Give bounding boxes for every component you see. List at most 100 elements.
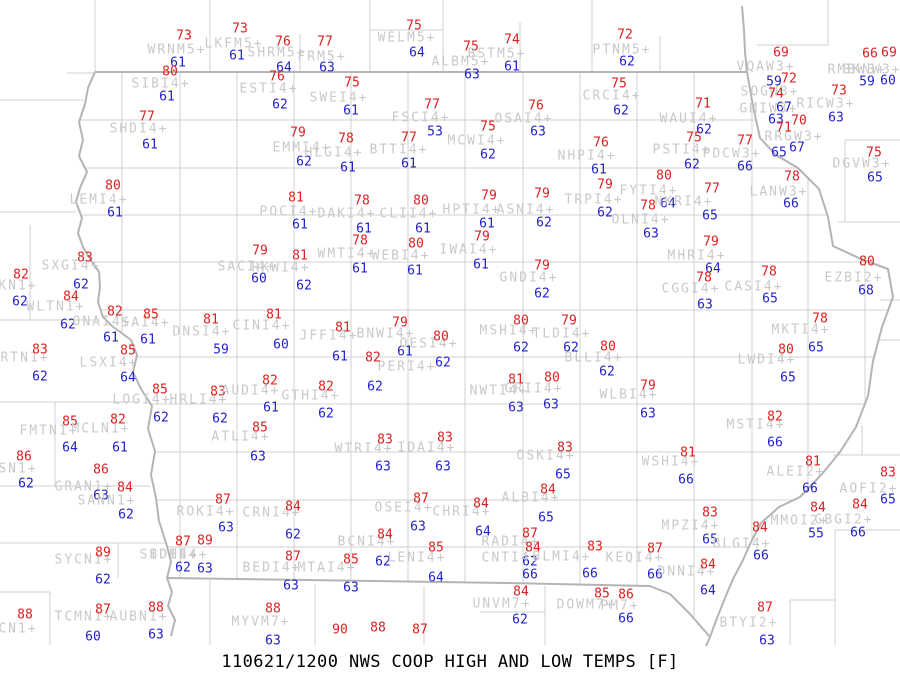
station-high-temp: 79 <box>252 243 268 259</box>
station-high-temp: 80 <box>600 339 616 355</box>
station-low-temp: 55 <box>808 526 824 542</box>
station-id-label: AUBN1+ <box>109 609 169 625</box>
station-id-label: CLII4+ <box>379 206 439 222</box>
station-id-label: FMTN1+ <box>19 423 79 439</box>
station-high-temp: 79 <box>392 315 408 331</box>
station-id-label: POCI4+ <box>259 204 319 220</box>
station-low-temp: 63 <box>643 226 659 242</box>
station-id-label: WELM5+ <box>377 30 437 46</box>
station-low-temp: 62 <box>513 340 529 356</box>
station-high-temp: 75 <box>463 39 479 55</box>
station-high-temp: 83 <box>587 539 603 555</box>
station-id-label: BSTM5+ <box>467 46 527 62</box>
station-low-temp: 59 <box>213 342 229 358</box>
station-high-temp: 78 <box>696 270 712 286</box>
station-id-label: CASI4+ <box>724 279 784 295</box>
station-id-label: CN1+ <box>0 621 38 637</box>
station-high-temp: 82 <box>262 373 278 389</box>
station-high-temp: 76 <box>593 135 609 151</box>
station-high-temp: 84 <box>540 482 556 498</box>
station-low-temp: 64 <box>660 196 676 212</box>
station-id-label: SACI4+ <box>217 259 277 275</box>
station-low-temp: 63 <box>148 627 164 643</box>
station-low-temp: 63 <box>759 633 775 647</box>
station-high-temp: 75 <box>611 76 627 92</box>
station-id-label: RICW3+ <box>796 96 856 112</box>
station-low-temp: 63 <box>464 67 480 83</box>
station-low-temp: 63 <box>218 520 234 536</box>
station-low-temp: 62 <box>367 379 383 395</box>
station-id-label: RRGW3+ <box>764 129 824 145</box>
station-low-temp: 65 <box>702 532 718 548</box>
station-low-temp: 63 <box>343 580 359 596</box>
station-high-temp: 84 <box>852 497 868 513</box>
station-id-label: MCWI4+ <box>447 133 507 149</box>
station-id-label: MCLN1+ <box>71 421 131 437</box>
station-low-temp: 61 <box>112 440 128 456</box>
station-low-temp: 63 <box>410 519 426 535</box>
station-high-temp: 89 <box>95 545 111 561</box>
station-high-temp: 82 <box>13 267 29 283</box>
station-low-temp: 63 <box>697 297 713 313</box>
station-low-temp: 63 <box>250 449 266 465</box>
station-high-temp: 71 <box>776 120 792 136</box>
station-high-temp: 78 <box>640 198 656 214</box>
station-high-temp: 79 <box>703 234 719 250</box>
station-high-temp: 90 <box>332 622 348 638</box>
station-high-temp: 82 <box>110 412 126 428</box>
station-id-label: SAI4+ <box>121 315 171 331</box>
station-id-label: MHRI4+ <box>667 248 727 264</box>
station-id-label: PM7+ <box>600 598 640 614</box>
station-low-temp: 61 <box>142 137 158 153</box>
station-low-temp: 63 <box>543 397 559 413</box>
station-id-label: SHRM5+ <box>247 45 307 61</box>
station-high-temp: 86 <box>618 587 634 603</box>
station-id-label: ASNI4+ <box>496 202 556 218</box>
station-low-temp: 65 <box>555 467 571 483</box>
station-low-temp: 62 <box>563 340 579 356</box>
station-plot-map: WRNM5+ 73 61 LKFM5+ 73 61 SHRM5+ 76 64 FRM5+ 77 63 W… <box>0 0 900 646</box>
station-low-temp: 62 <box>536 215 552 231</box>
station-id-label: PERI4+ <box>377 359 437 375</box>
station-low-temp: 61 <box>340 160 356 176</box>
station-high-temp: 82 <box>365 350 381 366</box>
station-id-label: WSHI4+ <box>641 454 701 470</box>
station-high-temp: 79 <box>481 188 497 204</box>
station-low-temp: 66 <box>802 481 818 497</box>
station-high-temp: 79 <box>534 258 550 274</box>
station-high-temp: 80 <box>544 370 560 386</box>
station-low-temp: 62 <box>175 560 191 576</box>
station-high-temp: 76 <box>528 98 544 114</box>
station-id-label: RMBW3+ <box>827 62 887 78</box>
station-high-temp: 85 <box>143 307 159 323</box>
station-high-temp: 83 <box>210 384 226 400</box>
station-id-label: MTAI4+ <box>297 560 357 576</box>
station-id-label: BKNW3+ <box>842 62 900 78</box>
station-high-temp: 76 <box>275 34 291 50</box>
state-border <box>75 5 894 646</box>
station-id-label: FSCI4+ <box>391 110 451 126</box>
station-id-label: BCNI4+ <box>337 534 397 550</box>
station-low-temp: 63 <box>93 488 109 504</box>
station-low-temp: 63 <box>375 459 391 475</box>
station-id-label: GRAN1+ <box>54 479 114 495</box>
station-id-label: WLBI4+ <box>599 387 659 403</box>
station-high-temp: 71 <box>695 96 711 112</box>
station-id-label: EMMI4+ <box>272 140 332 156</box>
station-low-temp: 65 <box>780 370 796 386</box>
station-low-temp: 59 <box>766 74 782 90</box>
station-low-temp: 66 <box>767 435 783 451</box>
station-id-label: GMIW3+ <box>739 101 799 117</box>
station-high-temp: 84 <box>810 500 826 516</box>
station-id-label: WRNM5+ <box>147 42 207 58</box>
station-high-temp: 81 <box>288 190 304 206</box>
station-high-temp: 75 <box>480 119 496 135</box>
station-low-temp: 61 <box>229 48 245 64</box>
station-high-temp: 75 <box>686 130 702 146</box>
station-high-temp: 72 <box>781 71 797 87</box>
station-id-label: OSEI4+ <box>374 500 434 516</box>
station-low-temp: 62 <box>272 97 288 113</box>
station-low-temp: 62 <box>597 205 613 221</box>
station-high-temp: 66 <box>862 46 878 62</box>
